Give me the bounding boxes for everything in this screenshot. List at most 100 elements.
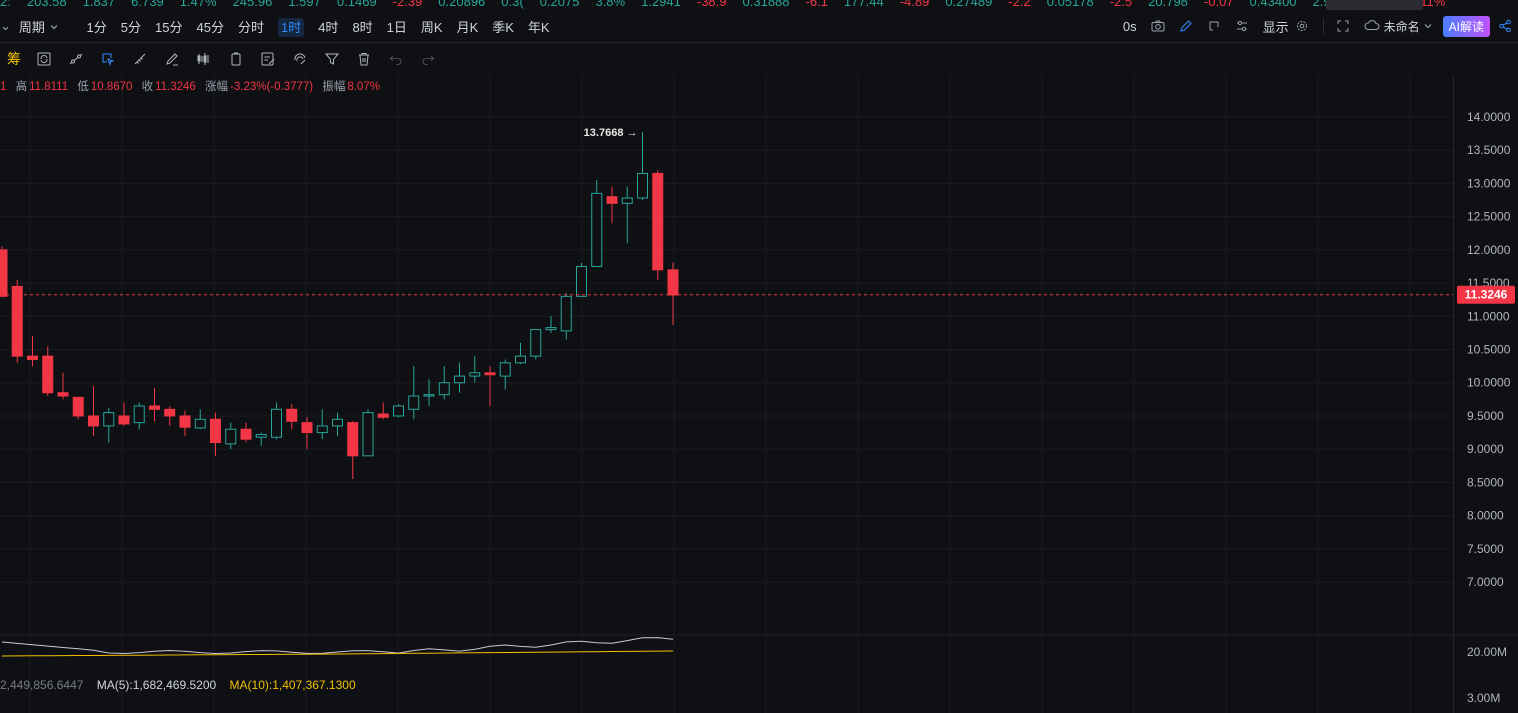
replay-icon[interactable]: [1207, 19, 1221, 33]
candle-body: [255, 434, 267, 438]
fullscreen-icon[interactable]: [1336, 19, 1350, 33]
camera-icon[interactable]: [1151, 19, 1165, 33]
y-tick-label: 10.0000: [1467, 376, 1511, 390]
candle-body: [423, 394, 435, 397]
y-tick-label: 9.5000: [1467, 409, 1504, 423]
trend-line-icon[interactable]: [60, 51, 92, 67]
magnet-icon[interactable]: [284, 51, 316, 67]
interval-button[interactable]: 4时: [318, 19, 339, 35]
interval-button[interactable]: 1日: [386, 19, 407, 35]
candle-body: [42, 355, 54, 394]
period-dropdown[interactable]: 周期: [19, 17, 59, 36]
interval-button[interactable]: 月K: [456, 19, 479, 35]
candle-body: [240, 428, 252, 440]
candle-body: [332, 418, 343, 427]
interval-button[interactable]: 15分: [155, 19, 183, 35]
pencil-icon[interactable]: [1179, 19, 1193, 33]
last-price-tag: [1457, 285, 1515, 304]
interval-button[interactable]: 45分: [196, 19, 224, 35]
candle-body: [606, 196, 618, 204]
trash-icon[interactable]: [348, 51, 380, 67]
chip-label: 筹: [7, 51, 21, 67]
candle-body: [621, 197, 633, 204]
candle-body: [72, 396, 84, 417]
y-tick-label: 9.0000: [1467, 442, 1504, 456]
candle-body: [210, 418, 221, 444]
candle-body: [88, 415, 99, 427]
candle-body: [377, 413, 389, 418]
ticker-value: 0.1469: [336, 0, 377, 9]
interval-button[interactable]: 周K: [420, 19, 443, 35]
volume-ma5: MA(5):1,682,469.5200: [96, 678, 217, 692]
last-price-label: 11.3246: [1465, 288, 1508, 302]
pattern-icon[interactable]: [188, 51, 220, 67]
candle-body: [194, 418, 206, 429]
note-icon[interactable]: [220, 51, 252, 67]
candle-body: [438, 382, 450, 396]
edit-document-icon[interactable]: [252, 51, 284, 67]
ticker-strip: 2: 203.58 1.837 6.739 1.47% 245.96 1.597 0.1469…: [0, 0, 1518, 10]
y-tick-label: 13.5000: [1467, 143, 1511, 157]
candle-body: [286, 408, 298, 422]
ticker-value: 0.3(: [501, 0, 524, 9]
display-label: 显示: [1262, 19, 1289, 35]
ticker-value: -11%: [1415, 0, 1446, 9]
volume-legend: 2,449,856.6447 MA(5):1,682,469.5200 MA(1…: [0, 678, 356, 692]
interval-button[interactable]: 1分: [86, 19, 107, 35]
candle-body: [408, 395, 420, 410]
amplitude-value: 8.07%: [347, 81, 380, 93]
layout-name: 未命名: [1383, 19, 1420, 34]
interval-button[interactable]: 1时: [277, 17, 305, 37]
interval-button[interactable]: 分时: [237, 19, 264, 35]
low-value: 10.8670: [90, 81, 133, 93]
settings-sliders-icon[interactable]: [1235, 19, 1249, 33]
candle-body: [179, 415, 191, 428]
ticker-value: 1.47%: [179, 0, 217, 9]
volume-ma5-line: [1, 637, 674, 655]
display-menu[interactable]: 显示: [1263, 17, 1289, 36]
ticker-value: -0.07: [1203, 0, 1234, 9]
interval-button[interactable]: 8时: [352, 19, 373, 35]
redo-icon[interactable]: [412, 51, 444, 67]
interval-button[interactable]: 年K: [527, 19, 550, 35]
undo-icon[interactable]: [380, 51, 412, 67]
candle-body: [271, 408, 282, 438]
ticker-value: 203.58: [26, 0, 67, 9]
share-icon[interactable]: [1498, 19, 1512, 33]
cursor-select-icon[interactable]: [92, 51, 124, 67]
y-tick-label: 8.5000: [1467, 475, 1504, 489]
peak-price-label: 13.7668 →: [584, 127, 638, 139]
y-tick-label: 11.0000: [1467, 309, 1510, 323]
ticker-value: 1.2941: [641, 0, 681, 9]
gear-icon[interactable]: [1295, 19, 1309, 33]
y-tick-label: 7.5000: [1467, 542, 1504, 556]
price-chart[interactable]: 14.000013.500013.000012.500012.000011.50…: [0, 75, 1518, 713]
candle-body: [301, 422, 313, 434]
candle-body: [469, 372, 481, 377]
high-value: 11.8111: [29, 81, 69, 93]
ticker-value: -2.5: [1109, 0, 1133, 9]
ohlc-legend: 1 高 11.8111 低 10.8670 收 11.3246 涨幅 -3.23%(-0…: [0, 78, 386, 94]
chevron-down-icon: [1423, 19, 1433, 34]
chip-distribution-tool[interactable]: 筹: [0, 49, 28, 69]
collapse-icon[interactable]: ⌄: [0, 18, 11, 33]
close-value: 11.3246: [155, 81, 196, 93]
ruler-icon[interactable]: [124, 51, 156, 67]
candle-body: [118, 415, 130, 425]
interval-button[interactable]: 季K: [492, 19, 514, 35]
y-tick-label: 12.5000: [1467, 210, 1511, 224]
ticker-value: 6.739: [131, 0, 164, 9]
filter-icon[interactable]: [316, 51, 348, 67]
layout-dropdown[interactable]: 未命名: [1364, 18, 1433, 35]
brush-icon[interactable]: [156, 51, 188, 67]
period-label: 周期: [18, 19, 45, 35]
volume-axis-label: 20.00M: [1467, 645, 1507, 659]
ai-analysis-button[interactable]: AI解读: [1442, 15, 1490, 37]
candle-body: [667, 269, 679, 296]
sync-icon[interactable]: [28, 51, 60, 67]
interval-button[interactable]: 5分: [120, 19, 142, 35]
ticker-value: 0.43400: [1249, 0, 1297, 9]
candle-body: [225, 428, 237, 445]
change-value: -3.23%(-0.3777): [230, 81, 314, 93]
candle-body: [652, 172, 664, 271]
